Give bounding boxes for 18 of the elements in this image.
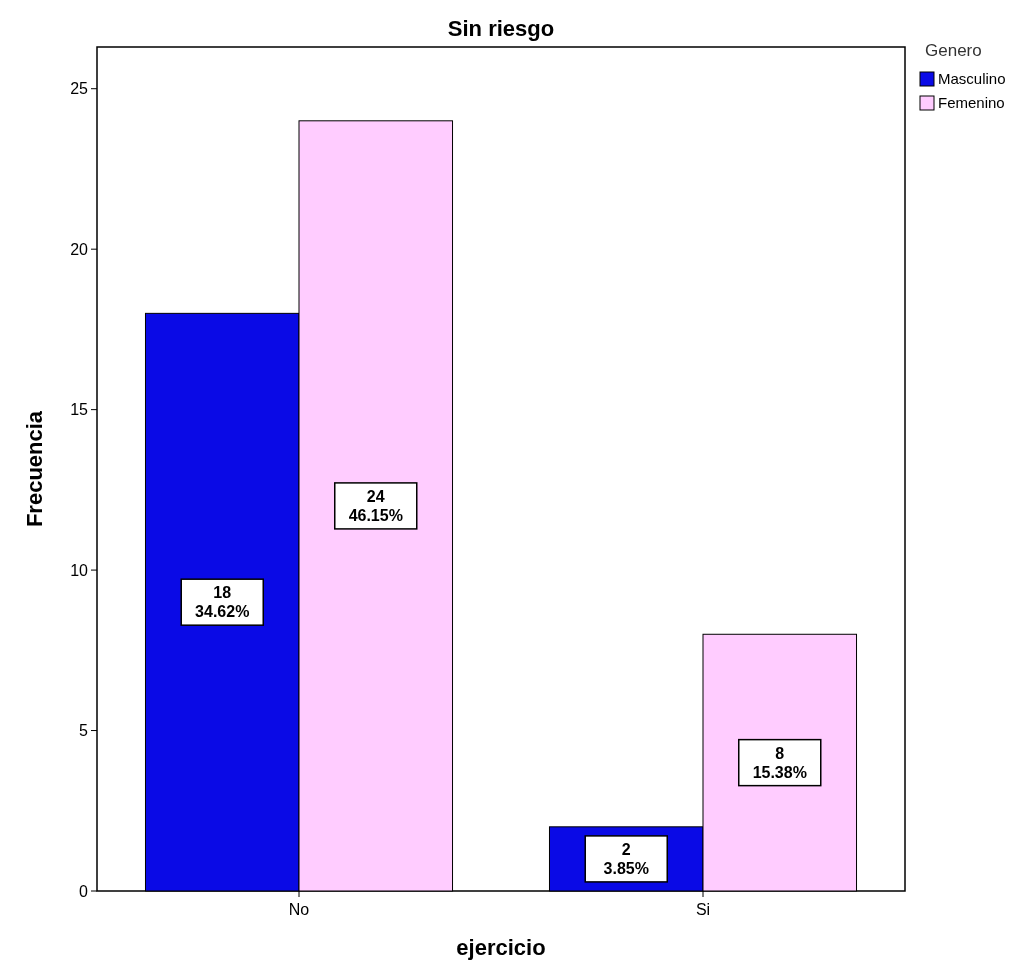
x-tick-label: No bbox=[288, 901, 310, 918]
legend-label: Femenino bbox=[938, 94, 1005, 111]
x-tick-label: Si bbox=[695, 901, 711, 918]
data-label: 8 15.38% bbox=[752, 744, 807, 781]
y-tick-label: 20 bbox=[70, 240, 89, 258]
y-tick-label: 25 bbox=[70, 80, 89, 98]
legend-label: Masculino bbox=[938, 70, 1006, 87]
data-label: 24 46.15% bbox=[348, 487, 403, 524]
chart-title: Sin riesgo bbox=[447, 16, 555, 41]
y-tick-label: 15 bbox=[70, 401, 89, 419]
data-label: 18 34.62% bbox=[195, 584, 250, 621]
data-label: 2 3.85% bbox=[603, 840, 649, 877]
y-tick-label: 10 bbox=[70, 561, 89, 579]
y-tick-label: 0 bbox=[79, 882, 89, 900]
legend-title: Genero bbox=[925, 41, 982, 60]
y-tick-label: 5 bbox=[79, 722, 89, 740]
x-axis-title: ejercicio bbox=[456, 935, 546, 960]
y-axis-title: Frecuencia bbox=[22, 410, 47, 528]
